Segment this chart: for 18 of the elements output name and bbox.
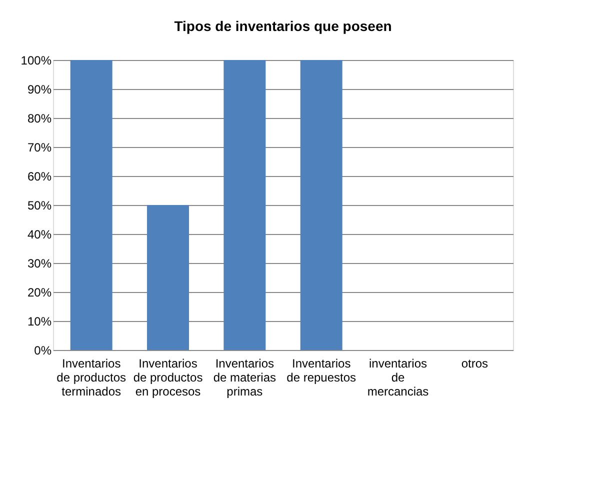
x-tick-label: otros — [461, 356, 488, 370]
x-tick-label: inventarios de mercancias — [367, 356, 429, 398]
x-tick-label: Inventarios de repuestos — [286, 356, 356, 384]
y-tick-label: 100% — [20, 54, 52, 68]
y-tick-label: 90% — [27, 82, 52, 96]
y-tick-label: 40% — [27, 228, 52, 242]
y-tick-label: 20% — [27, 286, 52, 300]
y-tick-label: 80% — [27, 112, 52, 126]
y-tick-label: 30% — [27, 256, 52, 270]
y-tick-label: 50% — [27, 198, 52, 212]
y-tick-label: 70% — [27, 140, 52, 154]
y-tick-label: 60% — [27, 170, 52, 184]
chart-title: Tipos de inventarios que poseen — [174, 18, 392, 34]
y-tick-label: 0% — [34, 344, 52, 358]
y-tick-label: 10% — [27, 314, 52, 328]
x-tick-label: Inventarios de productos en procesos — [133, 356, 203, 398]
x-tick-label: Inventarios de materias primas — [213, 356, 276, 398]
x-tick-label: Inventarios de productos terminados — [56, 356, 126, 398]
